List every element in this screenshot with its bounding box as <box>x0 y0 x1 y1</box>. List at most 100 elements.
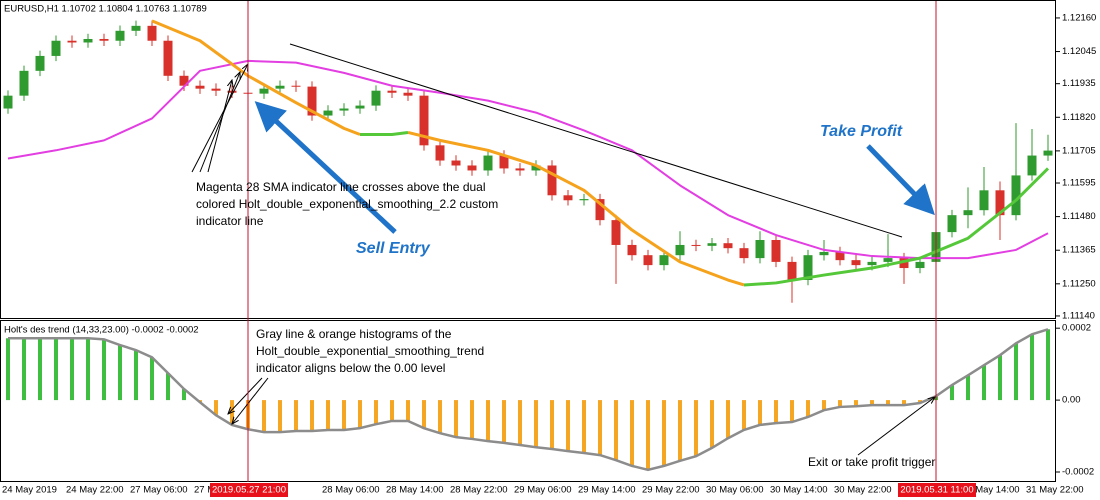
histogram-bar <box>342 400 346 430</box>
histogram-bar <box>998 355 1002 401</box>
indicator-line <box>743 167 1050 287</box>
candle-body <box>771 239 781 262</box>
annotation: colored Holt_double_exponential_smoothin… <box>196 197 498 211</box>
y-tick-label: 1.11595 <box>1062 178 1096 189</box>
histogram-bar <box>166 373 170 401</box>
y-tick-label: 0.00 <box>1062 395 1081 406</box>
candle-body <box>547 165 557 196</box>
histogram-bar <box>1014 343 1018 401</box>
annotation: Take Profit <box>820 123 903 140</box>
indicator-line <box>151 19 361 136</box>
candle-body <box>451 160 461 166</box>
histogram-bar <box>86 338 90 401</box>
histogram-bar <box>390 400 394 421</box>
histogram-bar <box>950 385 954 401</box>
histogram-bar <box>486 400 490 442</box>
candle-body <box>963 210 973 216</box>
x-tick-label: 24 May 22:00 <box>66 485 124 496</box>
x-tick-label: 29 May 22:00 <box>642 485 700 496</box>
y-tick-label: 1.11365 <box>1062 245 1096 256</box>
candle-body <box>675 244 685 256</box>
histogram-bar <box>870 400 874 406</box>
annotation: Gray line & orange histograms of the <box>256 327 452 341</box>
candle-body <box>947 215 957 233</box>
histogram-bar <box>598 400 602 456</box>
chart-title: EURUSD,H1 1.10702 1.10804 1.10763 1.1078… <box>4 4 207 15</box>
histogram-bar <box>38 338 42 401</box>
annotation: Sell Entry <box>356 240 431 257</box>
candle-body <box>323 110 333 116</box>
histogram-bar <box>646 400 650 470</box>
x-tick-label: 29 May 14:00 <box>578 485 636 496</box>
candle-body <box>867 261 877 266</box>
annotation: Holt_double_exponential_smoothing_trend <box>256 344 484 358</box>
pointer <box>199 72 240 173</box>
candle-body <box>563 195 573 201</box>
candle-body <box>275 85 285 89</box>
histogram-bar <box>582 400 586 453</box>
candle-body <box>979 190 989 211</box>
histogram-bar <box>374 400 378 425</box>
histogram-bar <box>118 345 122 401</box>
histogram-bar <box>694 400 698 457</box>
candle-body <box>67 40 77 43</box>
candle-body <box>579 199 589 201</box>
histogram-bar <box>310 400 314 432</box>
indicator-line <box>360 130 409 137</box>
histogram-bar <box>550 400 554 449</box>
histogram-bar <box>966 375 970 401</box>
candle-body <box>195 85 205 89</box>
histogram-bar <box>918 400 922 403</box>
histogram-bar <box>262 400 266 433</box>
histogram-bar <box>710 400 714 448</box>
candle-body <box>995 190 1005 216</box>
x-tick-label: 29 May 06:00 <box>514 485 572 496</box>
pointer <box>232 377 269 424</box>
histogram-bar <box>662 400 666 466</box>
histogram-bar <box>534 400 538 448</box>
candle-body <box>1027 155 1037 176</box>
candle-body <box>739 248 749 259</box>
histogram-bar <box>838 400 842 407</box>
x-tick-label: 30 May 06:00 <box>706 485 764 496</box>
annotation: indicator aligns below the 0.00 level <box>256 361 445 375</box>
histogram-bar <box>886 400 890 406</box>
histogram-bar <box>214 400 218 416</box>
pointer <box>857 397 935 456</box>
candle-body <box>835 251 845 261</box>
x-tick-label: 31 May 22:00 <box>1026 485 1084 496</box>
candle-body <box>259 88 269 94</box>
indicator-title: Holt's des trend (14,33,23.00) -0.0002 -… <box>4 325 199 336</box>
candle-body <box>723 243 733 249</box>
annotation-pointers <box>191 43 935 456</box>
sell-arrow <box>254 101 397 234</box>
histogram-bar <box>502 400 506 443</box>
pointer <box>228 377 263 414</box>
histogram-bar <box>102 339 106 401</box>
histogram-bar <box>566 400 570 452</box>
annotation: Exit or take profit trigger <box>808 455 935 469</box>
candle-body <box>851 260 861 266</box>
candle-body <box>19 70 29 96</box>
overlay: Holt's des trend (14,33,23.00) -0.0002 -… <box>2 1 1084 497</box>
x-tick-label: 30 May 22:00 <box>834 485 892 496</box>
histogram-bar <box>22 338 26 401</box>
histogram-bar <box>758 400 762 425</box>
candle-body <box>1043 150 1053 156</box>
x-tick-label: 28 May 06:00 <box>322 485 380 496</box>
histogram-bar <box>790 400 794 423</box>
candle-body <box>3 95 13 109</box>
candle-body <box>291 85 301 87</box>
candle-body <box>115 30 125 41</box>
candle-body <box>371 90 381 106</box>
candle-body <box>339 108 349 111</box>
candle-body <box>467 165 477 171</box>
x-tick-label: 27 May 06:00 <box>130 485 188 496</box>
histogram-bar <box>902 400 906 406</box>
histogram-bar <box>134 350 138 401</box>
histogram-bar <box>150 357 154 401</box>
y-tick-label: 1.12160 <box>1062 12 1096 23</box>
candle-body <box>691 244 701 246</box>
time-marker-box <box>898 483 976 497</box>
x-tick-label: 30 May 14:00 <box>770 485 828 496</box>
